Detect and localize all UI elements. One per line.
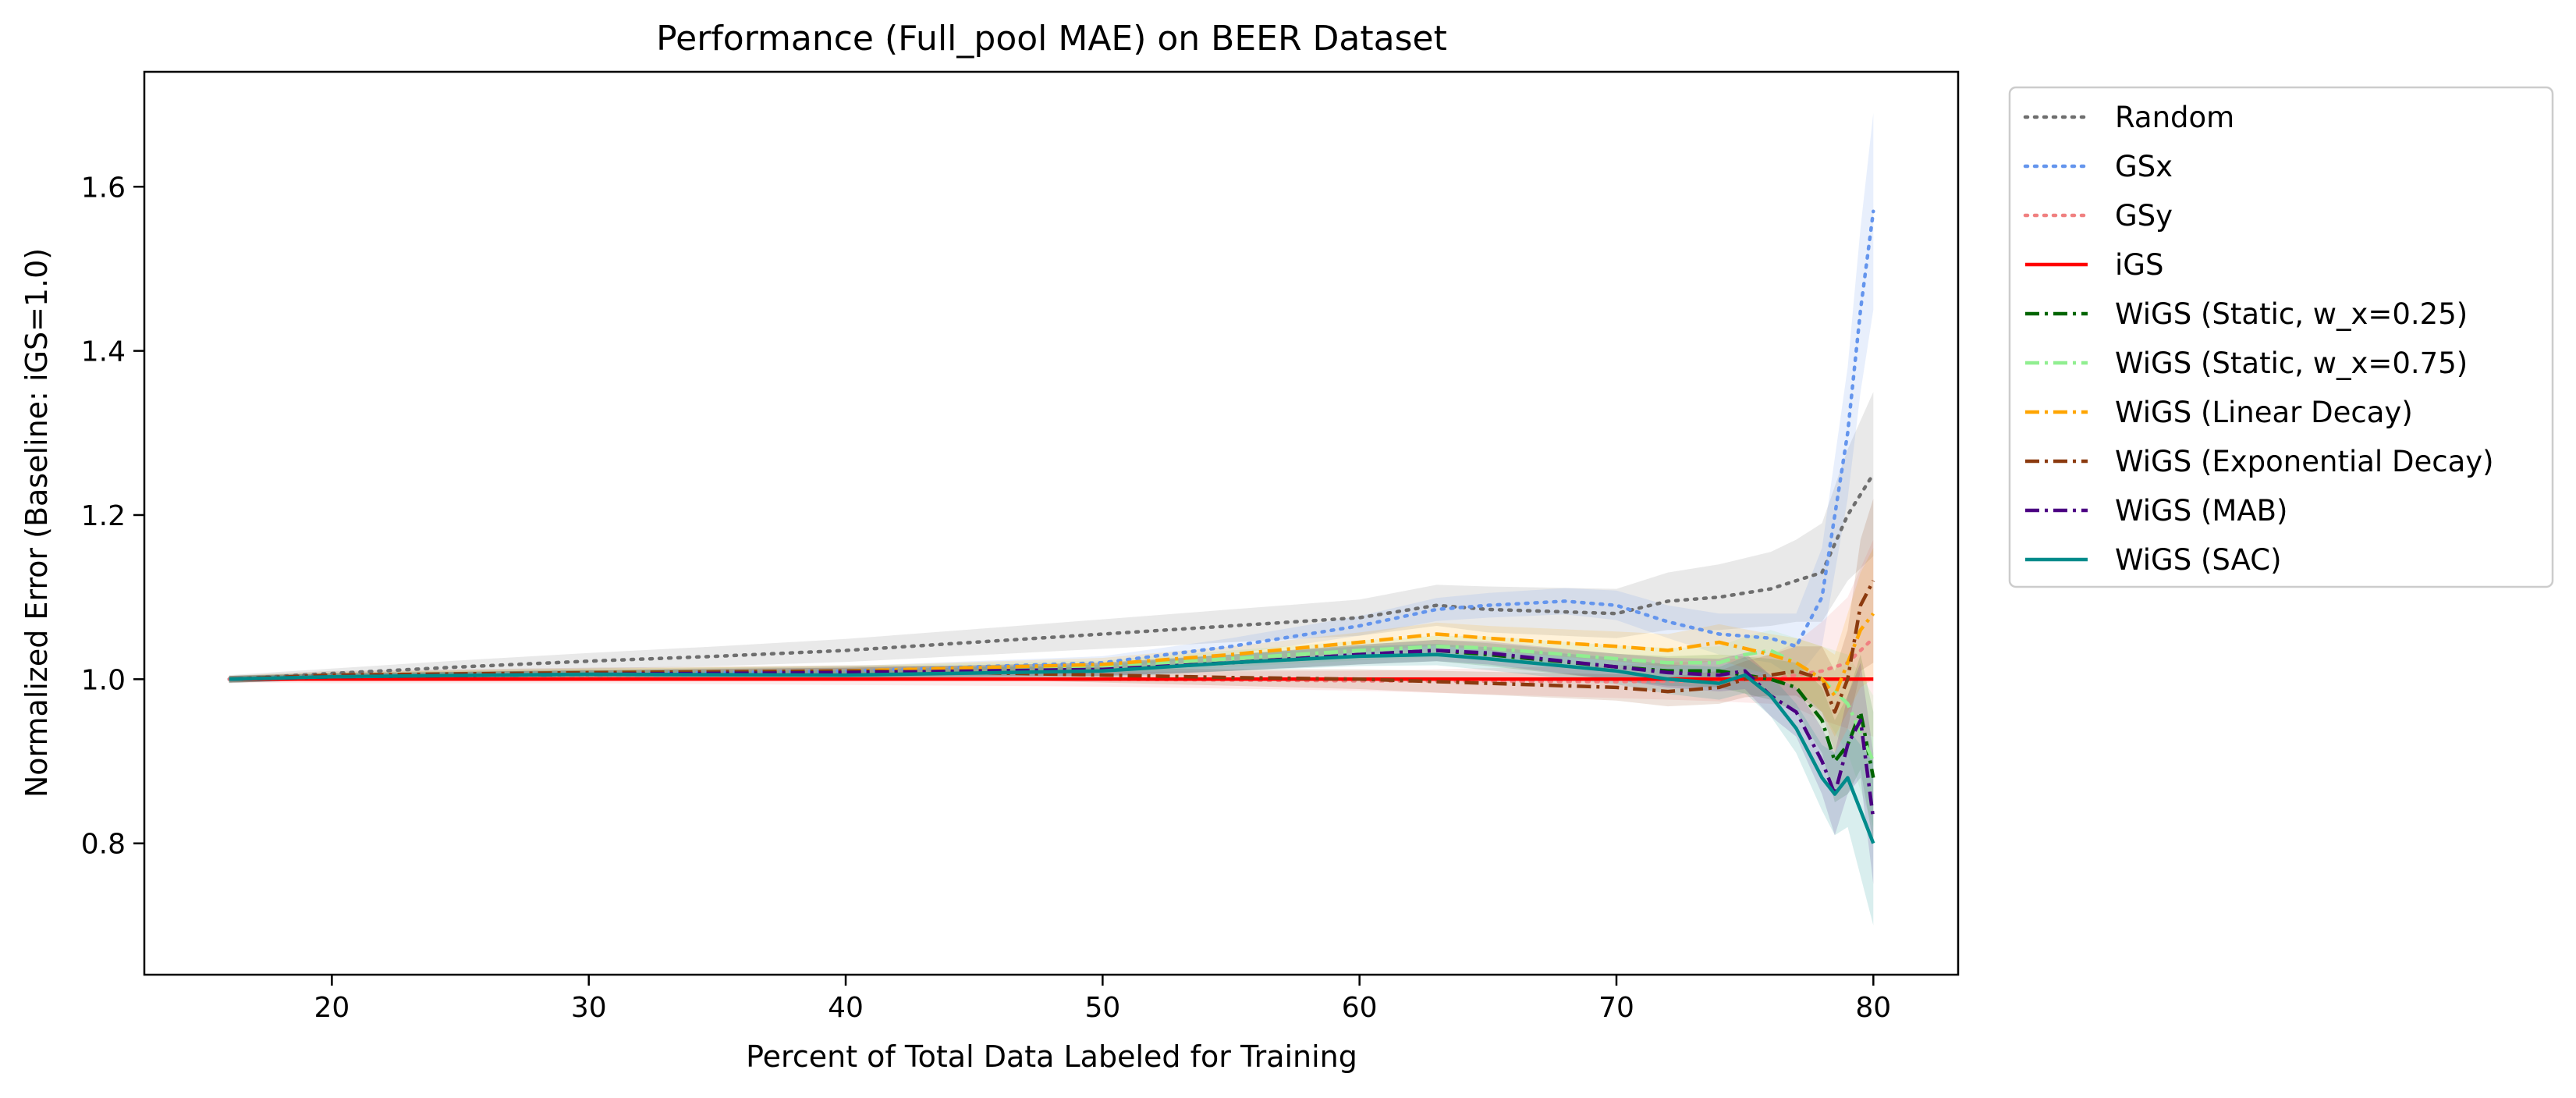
x-tick-label: 20	[314, 992, 349, 1024]
legend-label: Random	[2115, 101, 2234, 134]
band-wigs-exponential-decay	[229, 498, 1874, 753]
legend-label: WiGS (Exponential Decay)	[2115, 445, 2494, 478]
x-tick-label: 50	[1084, 992, 1120, 1024]
band-gsy	[229, 539, 1874, 737]
legend-label: GSy	[2115, 199, 2173, 233]
band-gsx	[229, 112, 1874, 683]
series-lines	[227, 209, 1875, 844]
y-tick-label: 1.0	[81, 664, 126, 696]
legend-label: WiGS (SAC)	[2115, 543, 2282, 577]
legend-frame	[2008, 86, 2554, 588]
series-line-random	[227, 472, 1875, 681]
x-axis-label: Percent of Total Data Labeled for Traini…	[746, 1039, 1357, 1074]
legend-label: GSx	[2115, 150, 2173, 183]
legend-label: WiGS (Linear Decay)	[2115, 396, 2413, 429]
x-tick-label: 40	[828, 992, 864, 1024]
chart-title: Performance (Full_pool MAE) on BEER Data…	[656, 19, 1447, 59]
x-tick-label: 80	[1855, 992, 1891, 1024]
legend-label: iGS	[2115, 248, 2163, 282]
series-line-gsx	[227, 209, 1875, 681]
x-tick-label: 70	[1598, 992, 1634, 1024]
series-line-wigs-sac	[229, 652, 1875, 844]
legend-label: WiGS (Static, w_x=0.75)	[2115, 346, 2468, 380]
legend: Random GSx GSy iGS WiGS (Static, w_x=0.25) Wi…	[2008, 86, 2554, 588]
legend-label: WiGS (MAB)	[2115, 494, 2287, 528]
band-random	[229, 392, 1874, 684]
confidence-bands	[229, 112, 1874, 926]
y-tick-label: 1.2	[81, 500, 126, 532]
y-tick-label: 1.4	[81, 336, 126, 368]
band-wigs-static-w-x-0-25	[229, 639, 1874, 844]
y-tick-label: 0.8	[81, 829, 126, 861]
legend-label: WiGS (Static, w_x=0.25)	[2115, 297, 2468, 331]
y-axis-ticks: 0.8 1.0 1.2 1.4 1.6	[81, 172, 144, 861]
x-axis-ticks: 20 30 40 50 60 70 80	[314, 975, 1891, 1024]
band-wigs-linear-decay	[229, 548, 1874, 737]
x-tick-label: 60	[1342, 992, 1378, 1024]
y-tick-label: 1.6	[81, 172, 126, 204]
y-axis-label: Normalized Error (Baseline: iGS=1.0)	[20, 248, 54, 798]
plot-area-frame	[143, 70, 1960, 976]
x-tick-label: 30	[571, 992, 607, 1024]
series-line-wigs-linear-decay	[229, 612, 1875, 698]
